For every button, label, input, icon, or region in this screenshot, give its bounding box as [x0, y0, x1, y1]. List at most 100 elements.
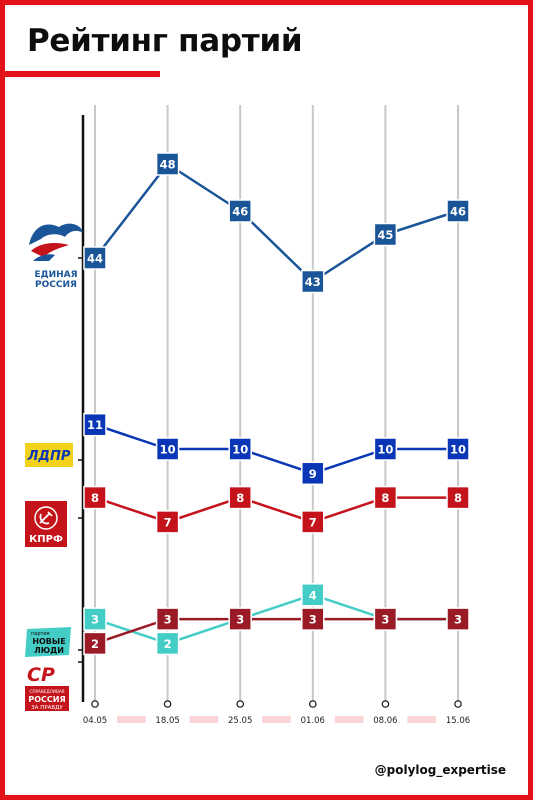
- data-point: [301, 269, 325, 294]
- data-point: [228, 607, 252, 631]
- sr-logo-line3: ЗА ПРАВДУ: [31, 705, 63, 711]
- data-label: 10: [450, 443, 466, 457]
- data-label: 11: [87, 418, 103, 432]
- fair-russia-logo: СР СПРАВЕДЛИВАЯ РОССИЯ ЗА ПРАВДУ: [25, 664, 69, 711]
- data-label: 46: [450, 205, 466, 219]
- data-point: [83, 412, 107, 437]
- x-tick-label: 15.06: [446, 716, 470, 726]
- data-point: [301, 607, 325, 631]
- data-label: 3: [164, 613, 172, 627]
- gridline-end-marker: [381, 700, 390, 708]
- data-point: [446, 437, 470, 461]
- nl-logo-line2: ЛЮДИ: [34, 646, 64, 655]
- data-point: [155, 152, 180, 176]
- ldpr-logo-text: ЛДПР: [27, 449, 71, 464]
- x-tick-label: 01.06: [301, 716, 325, 726]
- data-point: [155, 631, 180, 656]
- sr-logo-line1: СПРАВЕДЛИВАЯ: [29, 689, 64, 694]
- new-people-logo: партия НОВЫЕ ЛЮДИ: [25, 627, 71, 657]
- united-russia-logo: ЕДИНАЯ РОССИЯ: [29, 223, 83, 289]
- series-lines: [94, 162, 459, 645]
- ldpr-logo: ЛДПР: [25, 443, 73, 467]
- data-point: [446, 485, 470, 510]
- data-label: 9: [309, 467, 317, 481]
- data-label: 8: [381, 491, 389, 505]
- data-label: 3: [309, 613, 317, 627]
- data-point: [83, 631, 107, 656]
- kprf-logo-text: КПРФ: [29, 534, 63, 545]
- hammer-sickle-icon: [39, 511, 53, 525]
- nl-logo-small: партия: [31, 631, 50, 637]
- x-tick-label: 18.05: [155, 716, 179, 726]
- data-point: [155, 607, 180, 631]
- data-point: [228, 437, 252, 461]
- x-axis-band: [262, 716, 291, 723]
- data-point: [83, 246, 107, 270]
- data-label: 2: [164, 637, 172, 651]
- data-label: 46: [232, 205, 248, 219]
- er-logo-line1: ЕДИНАЯ: [34, 270, 77, 280]
- data-label: 8: [236, 491, 244, 505]
- data-label: 10: [232, 443, 248, 457]
- data-point: [83, 607, 107, 631]
- sr-logo-mark: СР: [27, 664, 55, 686]
- x-tick-label: 04.05: [83, 716, 107, 726]
- data-point: [373, 222, 398, 247]
- x-tick-label: 25.05: [228, 716, 252, 726]
- data-label: 3: [454, 613, 462, 627]
- x-tick-label: 08.06: [373, 716, 397, 726]
- sr-logo-line2: РОССИЯ: [28, 695, 65, 704]
- data-label: 4: [309, 588, 317, 602]
- data-point: [301, 510, 325, 534]
- data-label: 3: [91, 613, 99, 627]
- page-title: Рейтинг партий: [27, 23, 303, 59]
- data-point: [228, 199, 252, 223]
- series-line: [94, 423, 458, 475]
- data-label: 10: [160, 443, 176, 457]
- x-axis-band: [407, 716, 436, 723]
- data-label: 48: [160, 158, 176, 172]
- series-line: [94, 496, 458, 524]
- data-point: [301, 461, 325, 486]
- data-label: 45: [377, 228, 393, 242]
- x-axis-band: [334, 716, 364, 723]
- gridline-end-marker: [236, 700, 245, 708]
- data-point: [301, 583, 325, 607]
- gridline-end-marker: [454, 700, 462, 708]
- data-label: 2: [91, 637, 99, 651]
- data-label: 3: [236, 613, 244, 627]
- data-label: 8: [91, 491, 99, 505]
- data-point: [373, 485, 398, 510]
- series-line: [94, 617, 458, 645]
- nl-logo-line1: НОВЫЕ: [32, 637, 65, 646]
- gridline-end-marker: [163, 700, 172, 708]
- bear-mark-icon: [29, 223, 83, 245]
- data-point: [83, 485, 107, 510]
- data-point: [373, 437, 398, 461]
- data-point: [155, 437, 180, 461]
- source-handle: @polylog_expertise: [374, 763, 506, 777]
- x-axis-band: [117, 716, 146, 723]
- data-point: [373, 607, 398, 631]
- title-underline: [5, 71, 160, 77]
- data-point: [446, 607, 470, 631]
- line-chart: 04.05 18.05 25.05 01.06 08.06 15.064448464345…: [78, 105, 470, 726]
- data-label: 7: [309, 515, 317, 529]
- data-label: 8: [454, 491, 462, 505]
- data-point: [155, 510, 180, 534]
- data-point: [228, 485, 252, 510]
- data-label: 10: [377, 443, 393, 457]
- x-axis-band: [189, 716, 219, 723]
- gridline-end-marker: [91, 700, 99, 708]
- er-logo-line2: РОССИЯ: [35, 280, 77, 289]
- data-point: [446, 199, 470, 223]
- series-line: [94, 162, 459, 283]
- data-label: 44: [87, 252, 103, 266]
- kprf-logo: КПРФ: [25, 501, 67, 547]
- data-label: 3: [381, 613, 389, 627]
- data-label: 43: [305, 275, 321, 289]
- gridline-end-marker: [308, 700, 317, 708]
- data-label: 7: [164, 515, 172, 529]
- series-markers: 4448464345461110109101087878832343323333…: [83, 152, 470, 656]
